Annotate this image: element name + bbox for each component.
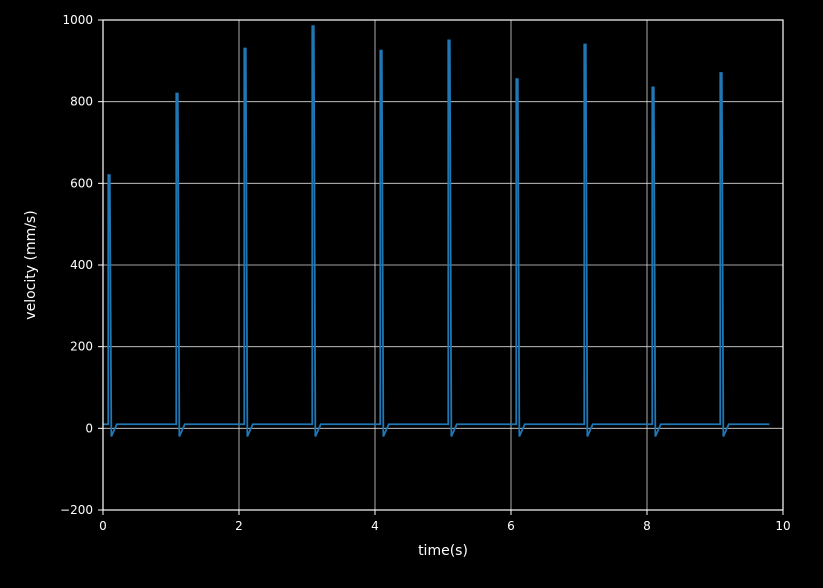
y-tick-label: 600: [70, 176, 93, 190]
y-tick-label: 0: [85, 421, 93, 435]
velocity-line-chart: 0 2 4 6 8 10 −200 0 200 400 600 800 1000 time(s) ve…: [0, 0, 823, 588]
x-tick-label: 6: [507, 519, 515, 533]
y-tick-label: 800: [70, 95, 93, 109]
x-tick-label: 4: [371, 519, 379, 533]
x-axis-label: time(s): [418, 543, 468, 559]
y-tick-label: 1000: [62, 13, 93, 27]
y-axis-label: velocity (mm/s): [23, 210, 39, 319]
x-tick-label: 8: [643, 519, 651, 533]
x-tick-label: 2: [235, 519, 243, 533]
x-tick-label: 10: [775, 519, 790, 533]
y-tick-label: 400: [70, 258, 93, 272]
y-tick-label: 200: [70, 340, 93, 354]
x-tick-label: 0: [99, 519, 107, 533]
y-tick-label: −200: [60, 503, 93, 517]
